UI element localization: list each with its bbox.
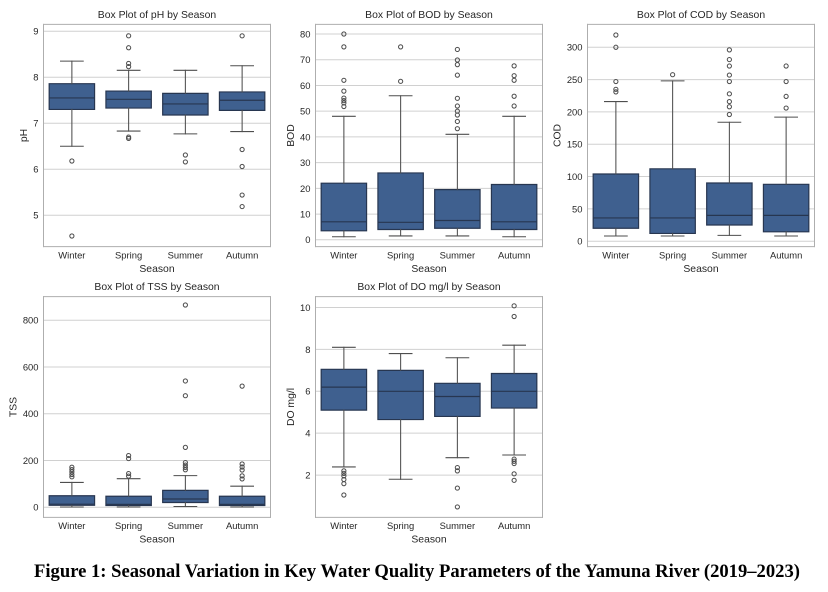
- svg-text:30: 30: [300, 157, 310, 168]
- svg-text:0: 0: [33, 502, 38, 513]
- svg-text:50: 50: [572, 203, 582, 214]
- svg-text:100: 100: [567, 171, 583, 182]
- svg-text:Winter: Winter: [330, 249, 357, 260]
- svg-text:70: 70: [300, 54, 310, 65]
- svg-text:BOD: BOD: [286, 124, 297, 147]
- svg-text:Spring: Spring: [387, 520, 414, 531]
- svg-text:50: 50: [300, 106, 310, 117]
- svg-text:250: 250: [567, 74, 583, 85]
- svg-text:10: 10: [300, 302, 310, 313]
- svg-text:Autumn: Autumn: [498, 520, 530, 531]
- svg-text:Spring: Spring: [659, 249, 686, 260]
- svg-text:7: 7: [33, 118, 38, 129]
- svg-text:Box Plot of DO mg/l by Season: Box Plot of DO mg/l by Season: [357, 282, 500, 293]
- svg-text:Autumn: Autumn: [226, 520, 258, 531]
- svg-text:8: 8: [33, 72, 38, 83]
- svg-text:400: 400: [23, 408, 39, 419]
- svg-text:Autumn: Autumn: [226, 249, 258, 260]
- svg-text:Box Plot of TSS by Season: Box Plot of TSS by Season: [94, 282, 219, 293]
- svg-text:20: 20: [300, 183, 310, 194]
- svg-text:Season: Season: [139, 264, 174, 275]
- svg-text:0: 0: [577, 236, 582, 247]
- svg-text:Summer: Summer: [440, 520, 475, 531]
- svg-text:4: 4: [305, 428, 310, 439]
- svg-text:8: 8: [305, 344, 310, 355]
- svg-text:Season: Season: [683, 264, 718, 275]
- svg-text:300: 300: [567, 42, 583, 53]
- svg-text:Summer: Summer: [168, 520, 203, 531]
- svg-text:Summer: Summer: [440, 249, 475, 260]
- svg-text:Autumn: Autumn: [498, 249, 530, 260]
- svg-text:Winter: Winter: [330, 520, 357, 531]
- svg-text:Box Plot of BOD by Season: Box Plot of BOD by Season: [365, 10, 493, 21]
- svg-text:Spring: Spring: [115, 520, 142, 531]
- svg-text:Summer: Summer: [168, 249, 203, 260]
- svg-text:60: 60: [300, 80, 310, 91]
- svg-text:TSS: TSS: [9, 397, 20, 417]
- svg-text:pH: pH: [19, 129, 30, 142]
- svg-text:Box Plot of COD by Season: Box Plot of COD by Season: [637, 10, 765, 21]
- svg-text:10: 10: [300, 208, 310, 219]
- svg-text:5: 5: [33, 210, 38, 221]
- svg-text:Autumn: Autumn: [770, 249, 802, 260]
- svg-text:200: 200: [567, 106, 583, 117]
- svg-text:Winter: Winter: [58, 520, 85, 531]
- svg-text:2: 2: [305, 469, 310, 480]
- svg-text:40: 40: [300, 131, 310, 142]
- svg-text:Season: Season: [139, 535, 174, 546]
- svg-text:600: 600: [23, 361, 39, 372]
- svg-text:9: 9: [33, 26, 38, 37]
- svg-text:Season: Season: [411, 535, 446, 546]
- svg-text:Spring: Spring: [115, 249, 142, 260]
- svg-text:Spring: Spring: [387, 249, 414, 260]
- svg-text:Box Plot of pH by Season: Box Plot of pH by Season: [98, 10, 217, 21]
- svg-text:200: 200: [23, 455, 39, 466]
- svg-text:COD: COD: [553, 124, 564, 147]
- svg-text:80: 80: [300, 28, 310, 39]
- svg-text:Summer: Summer: [712, 249, 747, 260]
- svg-text:Season: Season: [411, 264, 446, 275]
- svg-text:800: 800: [23, 315, 39, 326]
- svg-text:Winter: Winter: [58, 249, 85, 260]
- svg-text:DO mg/l: DO mg/l: [286, 388, 297, 426]
- svg-text:0: 0: [305, 234, 310, 245]
- svg-text:6: 6: [305, 386, 310, 397]
- svg-text:150: 150: [567, 139, 583, 150]
- svg-text:Winter: Winter: [602, 249, 629, 260]
- svg-text:6: 6: [33, 164, 38, 175]
